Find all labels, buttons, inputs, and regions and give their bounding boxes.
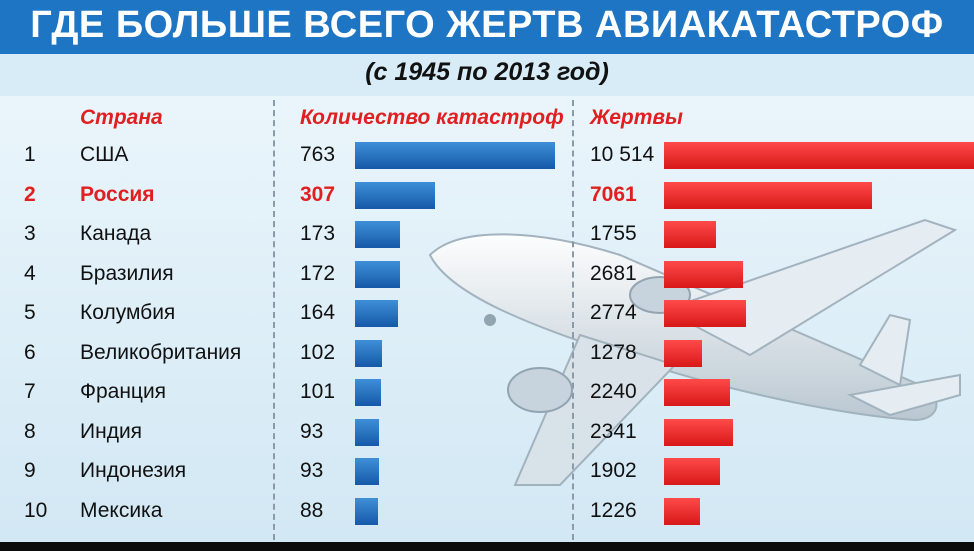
country-label: Канада: [80, 222, 152, 245]
victims-bar: [664, 300, 746, 327]
table-row: 1 США 763 10 514: [0, 139, 974, 178]
table-row: 10 Мексика 88 1226: [0, 495, 974, 534]
victims-value-label: 2774: [590, 301, 637, 324]
table-row: 8 Индия 93 2341: [0, 416, 974, 455]
victims-bar: [664, 379, 730, 406]
table-row: 3 Канада 173 1755: [0, 218, 974, 257]
count-bar: [355, 379, 381, 406]
rank-label: 5: [24, 301, 36, 324]
country-label: Россия: [80, 182, 155, 206]
count-value-label: 93: [300, 459, 324, 482]
count-bar: [355, 181, 435, 209]
count-value-label: 173: [300, 222, 336, 245]
column-divider-left: [273, 100, 275, 540]
victims-bar: [664, 142, 974, 169]
count-value-label: 88: [300, 498, 324, 522]
victims-value-label: 2681: [590, 261, 637, 285]
count-bar: [355, 339, 382, 367]
rank-label: 8: [24, 419, 36, 443]
rank-label: 10: [24, 498, 48, 522]
table-row: 9 Индонезия 93 1902: [0, 455, 974, 494]
victims-bar: [664, 260, 743, 288]
victims-bar: [664, 339, 702, 367]
victims-bar: [664, 181, 872, 209]
country-label: Индия: [80, 419, 143, 443]
count-bar: [355, 260, 400, 288]
rank-label: 9: [24, 459, 36, 482]
count-value-label: 101: [300, 380, 336, 403]
victims-value-label: 1902: [590, 459, 637, 482]
rank-label: 6: [24, 340, 36, 364]
rank-label: 4: [24, 261, 36, 285]
victims-value-label: 1278: [590, 340, 637, 364]
footer-strip: [0, 542, 974, 551]
chart-subtitle: (с 1945 по 2013 год): [365, 58, 609, 86]
country-label: Франция: [80, 380, 167, 403]
country-label: Мексика: [80, 498, 163, 522]
count-bar: [355, 300, 398, 327]
victims-value-label: 7061: [590, 182, 637, 206]
column-header-count: Количество катастроф: [300, 106, 564, 129]
victims-value-label: 1755: [590, 222, 637, 245]
victims-bar: [664, 497, 700, 525]
count-bar: [355, 142, 555, 169]
country-label: Индонезия: [80, 459, 187, 482]
count-bar: [355, 458, 379, 485]
victims-value-label: 2341: [590, 419, 637, 443]
victims-value-label: 2240: [590, 380, 637, 403]
country-label: Великобритания: [80, 340, 242, 364]
table-row: 2 Россия 307 7061: [0, 179, 974, 218]
table-row: 7 Франция 101 2240: [0, 376, 974, 415]
count-bar: [355, 497, 378, 525]
country-label: Колумбия: [80, 301, 176, 324]
victims-bar: [664, 458, 720, 485]
table-row: 6 Великобритания 102 1278: [0, 337, 974, 376]
rank-label: 1: [24, 143, 36, 166]
rank-label: 2: [24, 182, 36, 206]
victims-value-label: 1226: [590, 498, 637, 522]
country-label: Бразилия: [80, 261, 174, 285]
count-value-label: 164: [300, 301, 336, 324]
rank-label: 7: [24, 380, 36, 403]
column-divider-right: [572, 100, 574, 540]
victims-bar: [664, 221, 716, 248]
rank-label: 3: [24, 222, 36, 245]
chart-title: ГДЕ БОЛЬШЕ ВСЕГО ЖЕРТВ АВИАКАТАСТРОФ: [30, 4, 944, 46]
count-value-label: 307: [300, 182, 336, 206]
table-row: 4 Бразилия 172 2681: [0, 258, 974, 297]
column-header-country: Страна: [80, 106, 163, 129]
count-value-label: 172: [300, 261, 336, 285]
title-banner: [0, 0, 974, 54]
count-bar: [355, 418, 379, 446]
column-header-victims: Жертвы: [590, 106, 683, 129]
country-label: США: [80, 143, 129, 166]
victims-value-label: 10 514: [590, 143, 655, 166]
count-value-label: 763: [300, 143, 336, 166]
count-value-label: 102: [300, 340, 336, 364]
victims-bar: [664, 418, 733, 446]
table-row: 5 Колумбия 164 2774: [0, 297, 974, 336]
count-bar: [355, 221, 400, 248]
count-value-label: 93: [300, 419, 324, 443]
